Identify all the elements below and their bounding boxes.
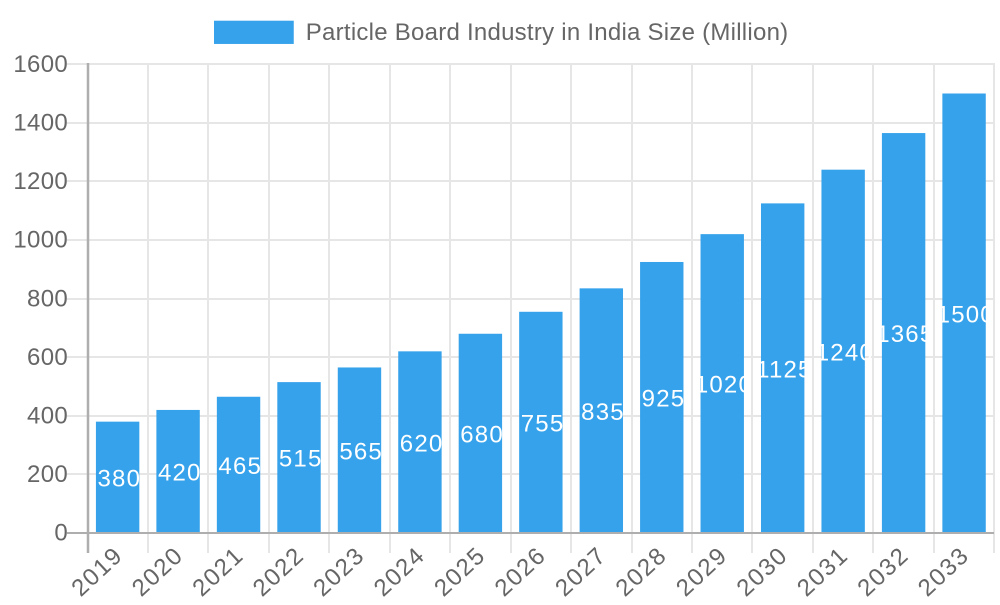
svg-text:1020: 1020 xyxy=(695,372,753,399)
svg-text:680: 680 xyxy=(460,421,504,448)
svg-text:420: 420 xyxy=(158,460,202,487)
svg-text:1365: 1365 xyxy=(876,321,934,348)
svg-text:200: 200 xyxy=(27,461,68,488)
svg-text:380: 380 xyxy=(98,465,142,492)
svg-text:620: 620 xyxy=(400,430,444,457)
svg-text:1500: 1500 xyxy=(937,301,995,328)
svg-text:0: 0 xyxy=(54,520,68,547)
svg-text:400: 400 xyxy=(27,403,68,430)
svg-text:1000: 1000 xyxy=(13,227,68,254)
svg-text:565: 565 xyxy=(339,438,383,465)
svg-text:835: 835 xyxy=(581,399,625,426)
svg-text:1600: 1600 xyxy=(13,51,68,78)
svg-text:Particle Board Industry in Ind: Particle Board Industry in India Size (M… xyxy=(306,19,789,46)
svg-text:1240: 1240 xyxy=(816,339,874,366)
svg-text:600: 600 xyxy=(27,344,68,371)
svg-text:465: 465 xyxy=(218,453,262,480)
svg-text:925: 925 xyxy=(642,386,686,413)
svg-text:1125: 1125 xyxy=(756,356,812,383)
svg-text:515: 515 xyxy=(279,446,323,473)
svg-text:1200: 1200 xyxy=(13,168,68,195)
svg-text:755: 755 xyxy=(521,410,565,437)
svg-text:800: 800 xyxy=(27,285,68,312)
svg-text:1400: 1400 xyxy=(13,110,68,137)
